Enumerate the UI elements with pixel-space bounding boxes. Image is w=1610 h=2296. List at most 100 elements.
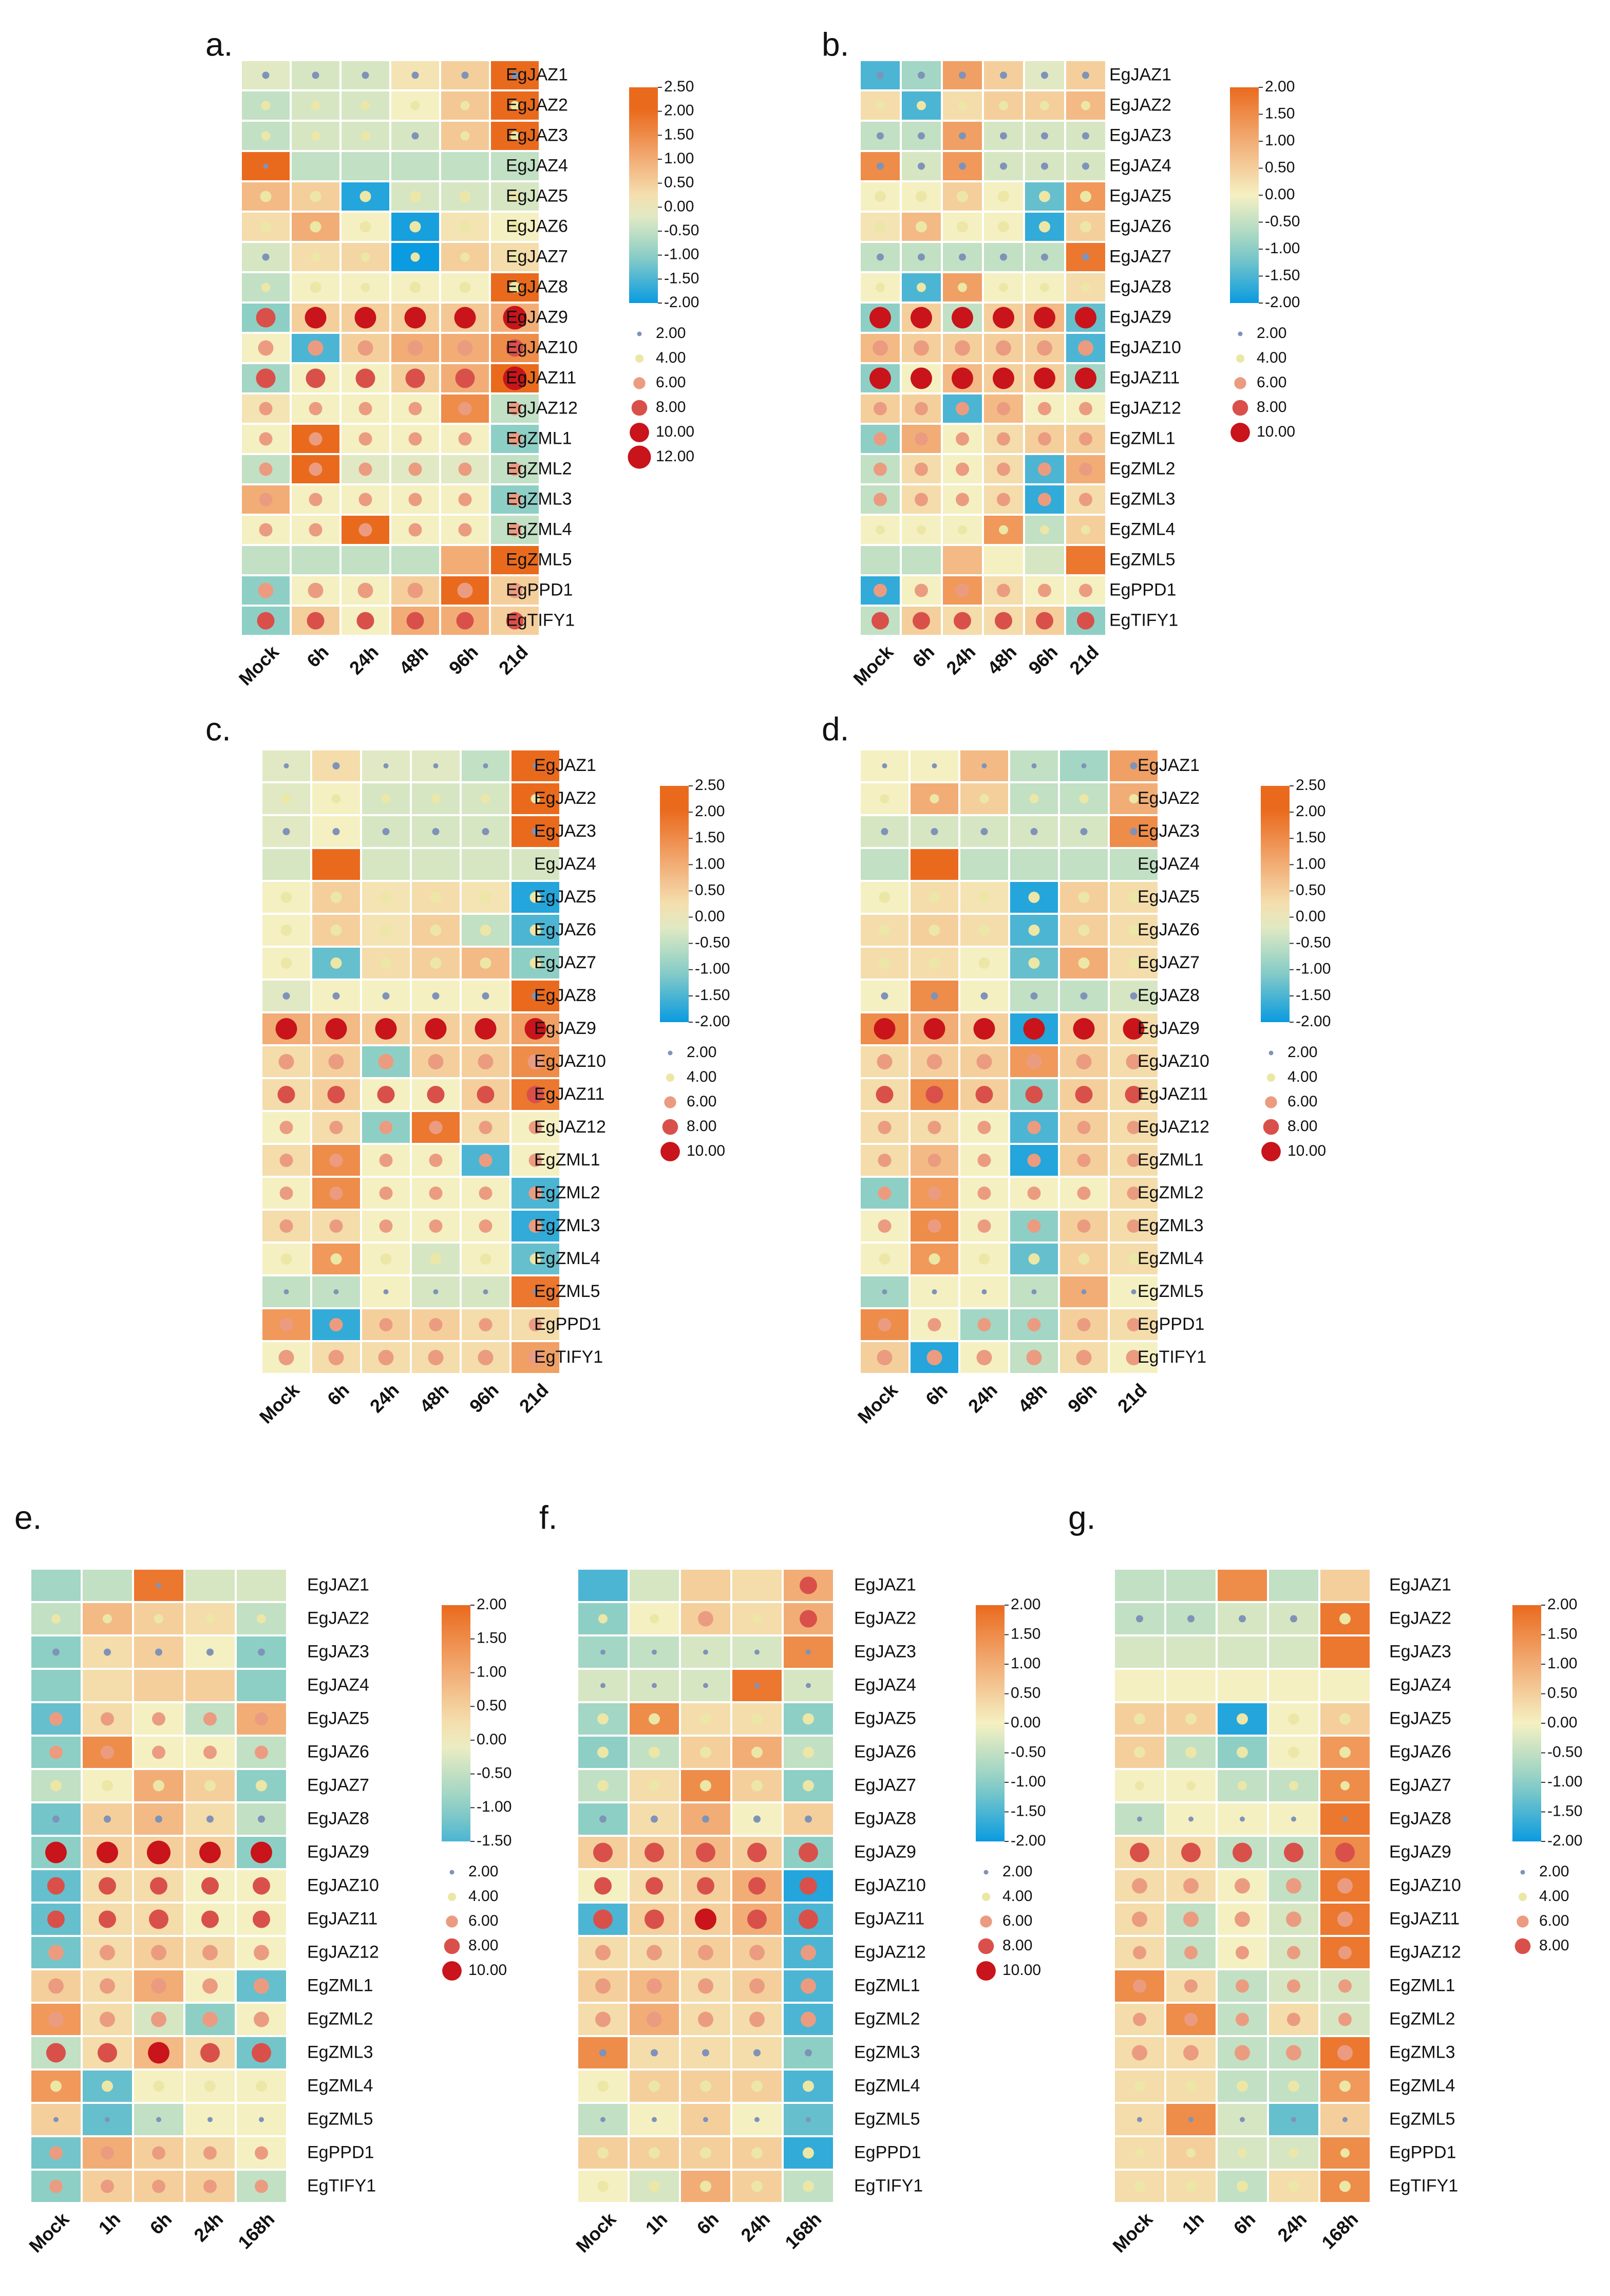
heatmap-dot [1077, 1187, 1091, 1200]
heatmap-dot [207, 2117, 213, 2122]
legend-tick-label: 2.00 [664, 102, 694, 119]
heatmap-dot [1130, 1842, 1149, 1862]
heatmap-dot [408, 462, 422, 476]
size-legend-dot [1518, 1892, 1527, 1902]
size-legend-label: 4.00 [656, 349, 686, 366]
heatmap-dot [925, 1086, 943, 1103]
heatmap-dot [509, 221, 521, 233]
row-label: EgJAZ2 [1389, 1608, 1451, 1628]
heatmap-cell [261, 1111, 311, 1144]
heatmap-dot [1186, 1781, 1196, 1791]
row-label: EgJAZ12 [506, 398, 578, 418]
heatmap-dot [278, 1054, 294, 1069]
heatmap-dot [524, 1018, 546, 1040]
column-label: 24h [366, 1379, 403, 1417]
heatmap-cell [942, 545, 983, 575]
heatmap-dot [310, 191, 321, 202]
heatmap-dot [311, 252, 320, 262]
heatmap-dot [503, 366, 527, 390]
heatmap-dot [1236, 1946, 1249, 1960]
row-label: EgJAZ4 [534, 854, 596, 874]
heatmap-cell [30, 2103, 82, 2136]
heatmap-cell [629, 1602, 680, 1635]
heatmap-dot [150, 1877, 167, 1895]
heatmap-dot [876, 101, 885, 110]
heatmap-dot [649, 2080, 660, 2092]
heatmap-cell [340, 242, 390, 272]
heatmap-dot [149, 1909, 168, 1929]
heatmap-dot [283, 1289, 289, 1294]
heatmap-dot [254, 1978, 269, 1994]
heatmap-dot [977, 1154, 991, 1167]
heatmap-dot [533, 1289, 538, 1294]
heatmap-cell [1009, 1177, 1059, 1210]
heatmap-dot [1081, 525, 1090, 535]
heatmap-dot [151, 2011, 166, 2027]
heatmap-dot [1040, 283, 1049, 292]
size-legend-dot [1520, 1870, 1525, 1875]
column-label: Mock [572, 2208, 620, 2257]
row-label: EgJAZ2 [307, 1608, 369, 1628]
heatmap-cell [30, 1569, 82, 1602]
heatmap-dot [508, 432, 522, 446]
heatmap-dot [600, 2117, 605, 2122]
heatmap-dot [509, 281, 521, 293]
size-legend-dot [668, 1050, 673, 1056]
heatmap-dot [995, 612, 1012, 630]
panel-label: c. [205, 710, 231, 747]
heatmap-dot [913, 612, 930, 630]
heatmap-dot [1076, 1054, 1092, 1069]
heatmap-dot [429, 1318, 443, 1331]
heatmap-dot [411, 132, 419, 140]
heatmap-dot [261, 101, 271, 110]
heatmap-dot [878, 1219, 892, 1233]
heatmap-dot [382, 828, 390, 835]
heatmap-dot [455, 368, 475, 388]
size-legend-label: 8.00 [656, 399, 686, 416]
heatmap-dot [97, 1841, 118, 1864]
heatmap-dot [1128, 892, 1140, 903]
row-label: EgZML1 [506, 428, 572, 448]
heatmap-cell [184, 1669, 236, 1702]
heatmap-dot [1034, 367, 1055, 389]
heatmap-dot [956, 402, 969, 416]
heatmap-dot [915, 402, 928, 416]
row-label: EgJAZ6 [1138, 920, 1200, 939]
row-label: EgJAZ7 [854, 1775, 916, 1795]
heatmap-dot [1041, 132, 1048, 140]
heatmap-dot [997, 432, 1010, 446]
row-label: EgZML5 [534, 1282, 600, 1301]
heatmap-cell [440, 212, 490, 242]
heatmap-dot [879, 1253, 891, 1265]
row-label: EgJAZ8 [534, 986, 596, 1005]
row-label: EgZML2 [506, 459, 572, 478]
heatmap-dot [458, 493, 472, 506]
row-label: EgJAZ1 [307, 1575, 369, 1594]
heatmap-cell [184, 2103, 236, 2136]
heatmap-dot [381, 794, 391, 803]
heatmap-dot [202, 1945, 218, 1961]
row-label: EgJAZ9 [534, 1019, 596, 1038]
heatmap-dot [751, 2147, 763, 2159]
heatmap-dot [877, 1054, 893, 1069]
heatmap-dot [597, 2147, 609, 2159]
legend-tick-label: -1.50 [1296, 987, 1331, 1004]
heatmap-dot [201, 1910, 219, 1928]
heatmap-dot [1239, 1615, 1246, 1623]
heatmap-dot [593, 1842, 613, 1862]
heatmap-dot [410, 101, 420, 110]
heatmap-dot [482, 992, 489, 1000]
heatmap-dot [429, 1219, 443, 1233]
size-legend-dot [444, 1938, 460, 1954]
heatmap-dot [255, 2146, 268, 2160]
heatmap-dot [359, 191, 371, 202]
heatmap-panel-2: b. EgJAZ1 EgJAZ2 EgJAZ3 EgJAZ4 EgJAZ5 EgJAZ6 Eg… [822, 26, 1300, 689]
heatmap-dot [879, 892, 891, 903]
legend-tick-label: -1.00 [1296, 961, 1331, 977]
size-legend-label: 4.00 [1539, 1888, 1569, 1905]
heatmap-dot [874, 432, 887, 446]
heatmap-dot [105, 2117, 110, 2122]
heatmap-dot [378, 1054, 394, 1069]
heatmap-dot [383, 763, 389, 768]
